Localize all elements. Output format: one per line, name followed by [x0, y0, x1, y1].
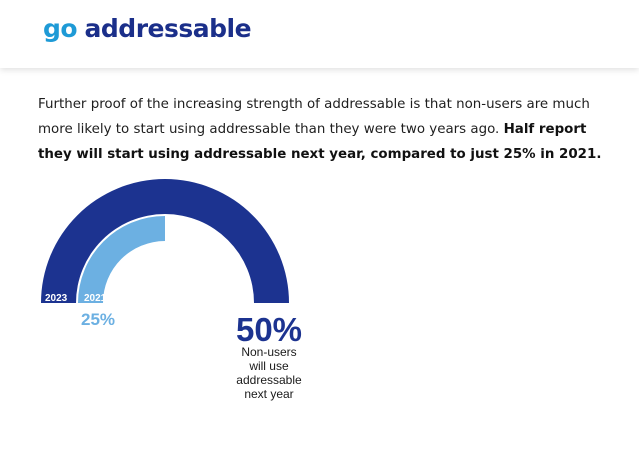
- caption-line-4: next year: [244, 387, 293, 401]
- caption-line-2: will use: [248, 359, 289, 373]
- inner-year-label: 2021: [84, 293, 107, 304]
- caption-line-1: Non-users: [241, 345, 296, 359]
- outer-value-label: 50%: [236, 311, 302, 348]
- outer-year-label: 2023: [45, 293, 68, 304]
- brand-logo[interactable]: go addressable: [43, 14, 252, 43]
- logo-name: addressable: [84, 14, 252, 43]
- site-header: go addressable: [0, 0, 639, 68]
- intro-paragraph: Further proof of the increasing strength…: [38, 92, 613, 167]
- intro-text: Further proof of the increasing strength…: [38, 97, 590, 137]
- inner-value-label: 25%: [81, 310, 115, 329]
- intro-emphasis: Half report they will start using addres…: [38, 122, 602, 162]
- gauge-arc-2021: [78, 216, 165, 303]
- gauge-arc-2023: [41, 179, 289, 303]
- logo-prefix: go: [43, 14, 78, 43]
- caption-line-3: addressable: [236, 373, 302, 387]
